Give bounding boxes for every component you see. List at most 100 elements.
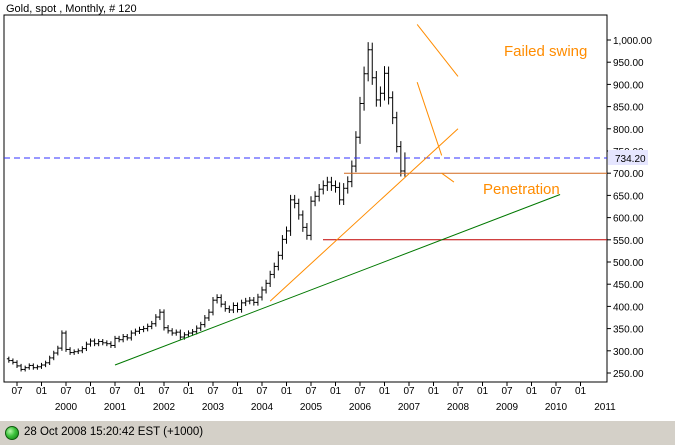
trend-line	[441, 172, 455, 183]
ohlc-bar	[198, 321, 203, 331]
ohlc-bar	[194, 325, 199, 335]
ohlc-bar	[260, 286, 264, 301]
ohlc-bar	[325, 176, 330, 191]
ohlc-bar	[239, 299, 244, 313]
y-tick-label: 900.00	[613, 80, 644, 91]
ohlc-bar	[145, 323, 150, 332]
status-text: 28 Oct 2008 15:20:42 EST (+1000)	[24, 426, 204, 438]
ohlc-bar	[366, 42, 371, 82]
trend-line	[416, 82, 443, 156]
x-tick-label: 07	[305, 386, 317, 397]
price-label: 734.20	[615, 154, 646, 165]
ohlc-bar	[10, 358, 15, 365]
ohlc-bar	[129, 330, 134, 341]
ohlc-bar	[178, 329, 183, 340]
ohlc-bar	[149, 320, 154, 330]
ohlc-bar	[374, 71, 379, 107]
ohlc-bar	[206, 309, 211, 321]
ohlc-bar	[186, 330, 191, 338]
x-tick-label: 07	[403, 386, 415, 397]
y-tick-label: 650.00	[613, 191, 644, 202]
ohlc-bar	[394, 111, 399, 153]
ohlc-bar	[166, 325, 171, 334]
ohlc-bar	[202, 315, 207, 328]
y-tick-label: 500.00	[613, 258, 644, 269]
ohlc-bar	[345, 176, 350, 194]
y-tick-label: 600.00	[613, 214, 644, 225]
ohlc-bar	[296, 198, 301, 220]
ohlc-bar	[19, 363, 24, 372]
y-tick-label: 950.00	[613, 58, 644, 69]
x-tick-label: 07	[256, 386, 268, 397]
ohlc-bar	[51, 350, 56, 361]
ohlc-bar	[153, 314, 158, 327]
ohlc-bar	[88, 338, 93, 347]
status-bar: 28 Oct 2008 15:20:42 EST (+1000)	[0, 420, 675, 445]
x-year-label: 2005	[300, 402, 323, 413]
x-tick-label: 01	[36, 386, 48, 397]
x-year-label: 2008	[447, 402, 470, 413]
y-tick-label: 700.00	[613, 169, 644, 180]
ohlc-bar	[39, 362, 44, 369]
ohlc-bar	[68, 347, 73, 355]
ohlc-bar	[223, 301, 228, 312]
ohlc-bar	[190, 329, 195, 336]
ohlc-bar	[211, 296, 215, 316]
price-label-box	[608, 150, 648, 165]
x-tick-label: 07	[501, 386, 513, 397]
ohlc-bar	[227, 305, 232, 313]
x-year-label: 2003	[202, 402, 225, 413]
ohlc-bar	[104, 340, 109, 347]
ohlc-bar	[398, 141, 403, 177]
y-tick-label: 800.00	[613, 125, 644, 136]
ohlc-bar	[390, 91, 395, 125]
annotation-failed-swing: Failed swing	[504, 43, 587, 60]
ohlc-bar	[255, 293, 260, 306]
x-tick-label: 01	[330, 386, 342, 397]
x-tick-label: 01	[428, 386, 440, 397]
ohlc-bar	[59, 330, 64, 351]
ohlc-bar	[43, 360, 48, 368]
x-tick-label: 07	[550, 386, 562, 397]
y-tick-label: 350.00	[613, 325, 644, 336]
ohlc-bar	[47, 355, 52, 365]
ohlc-bar	[251, 297, 256, 306]
x-tick-label: 01	[183, 386, 195, 397]
x-year-label: 2009	[496, 402, 519, 413]
y-tick-label: 450.00	[613, 280, 644, 291]
ohlc-bar	[137, 326, 142, 334]
x-tick-label: 01	[379, 386, 391, 397]
x-year-label: 2002	[153, 402, 176, 413]
ohlc-bar	[370, 42, 375, 85]
price-chart: Gold, spot , Monthly, # 120 250.00 300.00…	[3, 3, 653, 413]
ohlc-bar	[268, 270, 273, 287]
ohlc-bar	[125, 334, 130, 341]
y-tick-label: 1,000.00	[613, 36, 652, 47]
ohlc-bar	[117, 335, 122, 343]
x-tick-label: 07	[207, 386, 219, 397]
ohlc-bar	[162, 309, 166, 331]
ohlc-bar	[157, 309, 162, 321]
ohlc-bar	[100, 339, 105, 346]
ohlc-bar	[358, 96, 362, 144]
x-year-label: 2011	[594, 402, 616, 413]
x-tick-label: 01	[526, 386, 538, 397]
status-indicator-icon	[5, 426, 19, 440]
ohlc-bar	[84, 341, 89, 352]
x-tick-label: 01	[232, 386, 244, 397]
x-tick-label: 01	[281, 386, 293, 397]
chart-title: Gold, spot , Monthly, # 120	[6, 3, 137, 15]
ohlc-bar	[284, 226, 289, 244]
y-tick-label: 300.00	[613, 347, 644, 358]
ohlc-bar	[96, 338, 101, 347]
ohlc-bar	[235, 302, 240, 313]
ohlc-bar	[108, 341, 113, 348]
x-year-label: 2006	[349, 402, 372, 413]
ohlc-bar	[174, 329, 179, 336]
ohlc-bar	[15, 360, 19, 368]
ohlc-bar	[313, 191, 318, 207]
trend-line	[114, 194, 561, 366]
x-tick-label: 07	[11, 386, 23, 397]
ohlc-bar	[72, 349, 77, 355]
ohlc-bar	[349, 160, 354, 188]
